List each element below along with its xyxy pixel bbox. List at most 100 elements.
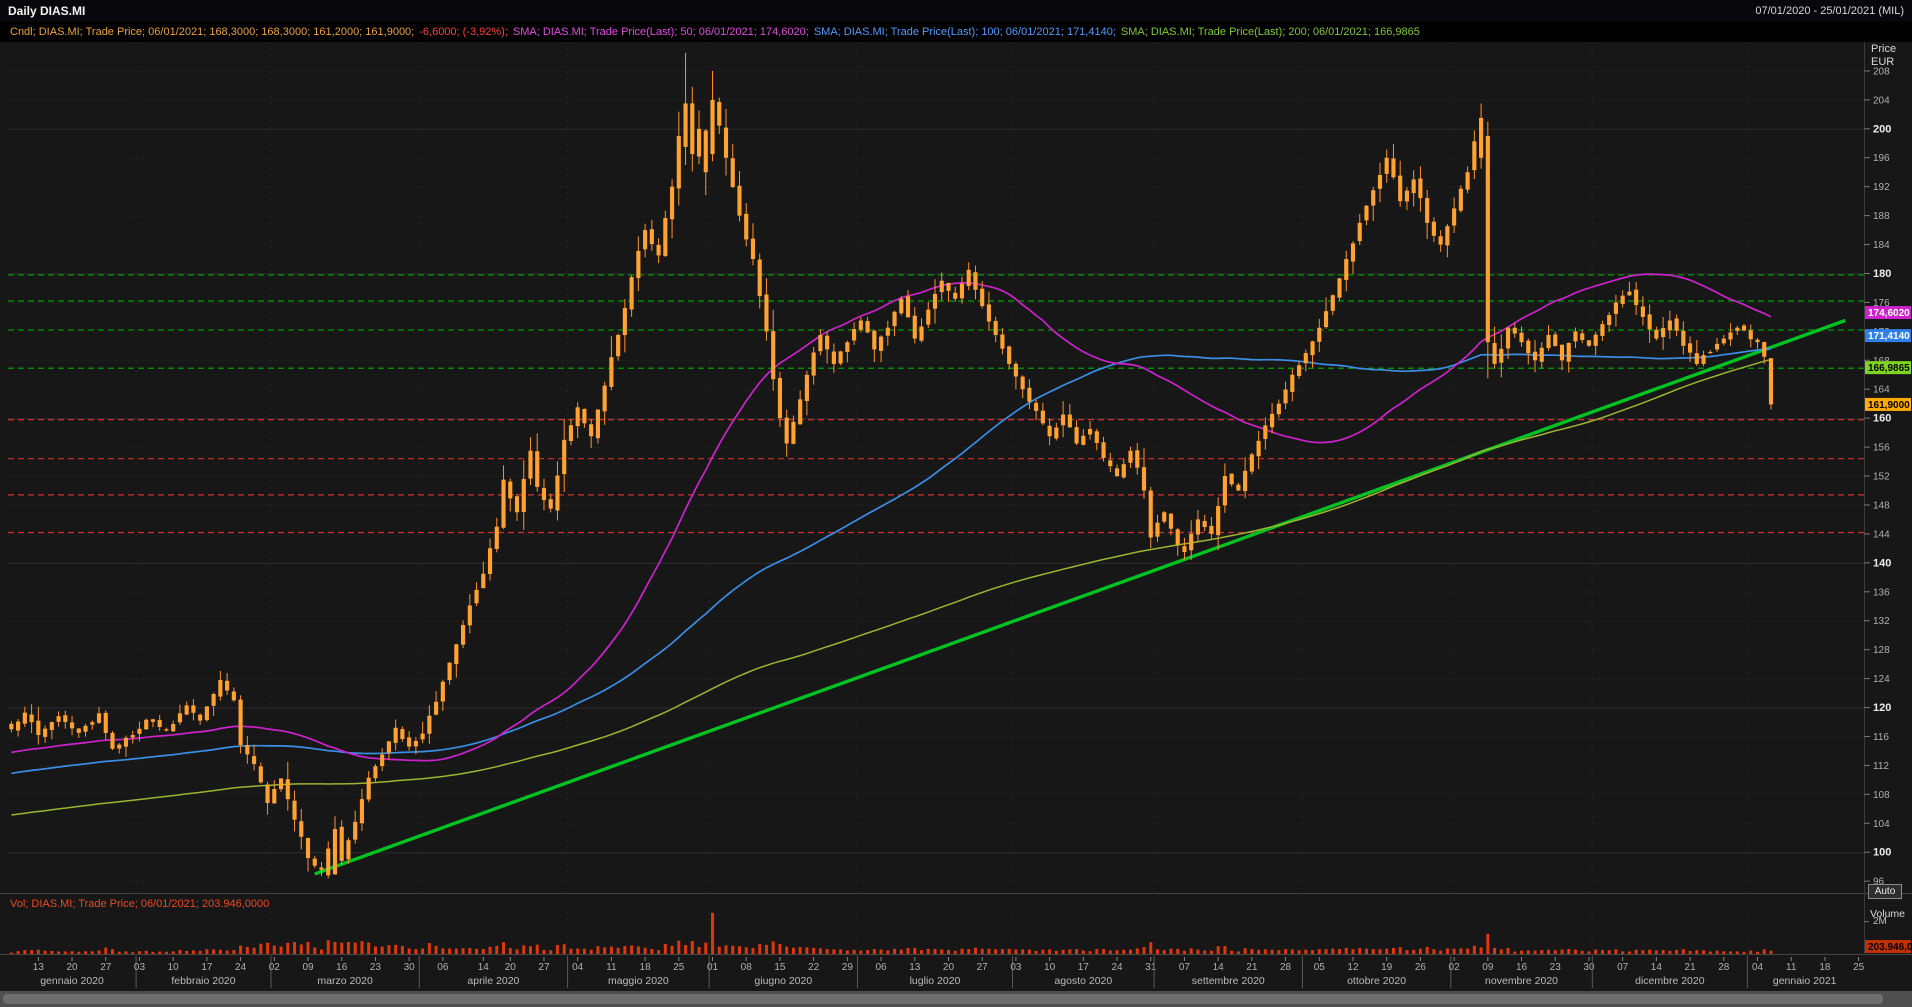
price-tick-label: 132 [1873,616,1890,627]
x-axis-day-label: 23 [370,962,382,973]
price-tick-label: 188 [1873,211,1890,222]
trendline[interactable] [314,318,1846,876]
price-tick-label: 100 [1873,847,1891,859]
grid [8,42,1864,954]
price-tick-label: 204 [1873,95,1890,106]
x-axis-day-label: 13 [33,962,45,973]
price-levels [8,274,1864,534]
x-axis-day-label: 28 [1718,962,1730,973]
x-axis-day-label: 27 [977,962,989,973]
x-axis-month-label: aprile 2020 [467,975,519,987]
x-axis-day-label: 17 [1078,962,1090,973]
legend-segment-change[interactable]: -6,6000; (-3,92%); [419,26,508,38]
x-axis-day-label: 02 [269,962,281,973]
x-axis-month-label: gennaio 2021 [1773,975,1837,987]
price-tick-label: 164 [1873,385,1890,396]
x-axis-day-label: 21 [1685,962,1697,973]
sma-50-line [11,273,1772,762]
x-axis-day-label: 24 [235,962,247,973]
x-axis-day-label: 16 [336,962,348,973]
date-axis: gennaio 2020 13 20 27 febbraio 2020 03 10 17 24 m… [33,956,1865,988]
svg-text:171,4140: 171,4140 [1868,331,1910,342]
series-legend-bar: Cndl; DIAS.MI; Trade Price; 06/01/2021; … [0,22,1912,42]
horizontal-scrollbar[interactable] [0,991,1912,1007]
scrollbar-thumb[interactable] [3,994,1883,1004]
x-axis-day-label: 20 [66,962,78,973]
price-axis-title: Price EUR [1871,43,1896,69]
x-axis-day-label: 24 [1111,962,1123,973]
price-tick-label: 200 [1873,123,1891,135]
x-axis-month-label: maggio 2020 [608,975,669,987]
price-tick-label: 180 [1873,268,1891,280]
price-tick-label: 160 [1873,413,1891,425]
x-axis-month-label: dicembre 2020 [1635,975,1705,987]
x-axis-day-label: 21 [1246,962,1258,973]
price-tick-label: 176 [1873,298,1890,309]
price-tick-label: 184 [1873,240,1890,251]
x-axis-day-label: 25 [1853,962,1865,973]
x-axis-day-label: 31 [1145,962,1157,973]
volume-legend[interactable]: Vol; DIAS.MI; Trade Price; 06/01/2021; 2… [10,898,270,910]
sma-200-line [11,358,1772,816]
x-axis-day-label: 08 [741,962,753,973]
price-tick-label: 192 [1873,182,1890,193]
x-axis-day-label: 23 [1550,962,1562,973]
chart-plot-area[interactable]: gennaio 2020 13 20 27 febbraio 2020 03 10 17 24 m… [0,42,1912,991]
x-axis-day-label: 20 [943,962,955,973]
legend-segment-sma50[interactable]: SMA; DIAS.MI; Trade Price(Last); 50; 06/… [512,26,809,38]
price-tick-label: 124 [1873,674,1890,685]
x-axis-month-label: agosto 2020 [1054,975,1112,987]
svg-text:203.946,0: 203.946,0 [1868,942,1912,953]
x-axis-day-label: 28 [1280,962,1292,973]
svg-text:174,6020: 174,6020 [1868,308,1910,319]
x-axis-day-label: 04 [572,962,584,973]
price-tick-label: 152 [1873,472,1890,483]
x-axis-day-label: 27 [100,962,112,973]
x-axis-day-label: 03 [1010,962,1022,973]
x-axis-day-label: 15 [774,962,786,973]
sma-100-line [11,348,1772,775]
x-axis-month-label: giugno 2020 [754,975,812,987]
price-tick-label: 116 [1873,732,1889,743]
volume-bars [9,912,1773,954]
x-axis-day-label: 07 [1179,962,1191,973]
price-axis: 96 100 104 108 112 116 120 124 128 132 136 140 144 14… [1864,66,1891,888]
x-axis-day-label: 25 [673,962,685,973]
x-axis-day-label: 09 [302,962,314,973]
x-axis-day-label: 09 [1482,962,1494,973]
price-tick-label: 128 [1873,645,1890,656]
x-axis-day-label: 05 [1314,962,1326,973]
x-axis-day-label: 29 [842,962,854,973]
x-axis-day-label: 30 [1583,962,1595,973]
x-axis-month-label: ottobre 2020 [1347,975,1406,987]
x-axis-day-label: 22 [808,962,820,973]
auto-scale-button[interactable]: Auto [1868,884,1902,899]
legend-segment-sma200[interactable]: SMA; DIAS.MI; Trade Price(Last); 200; 06… [1120,26,1420,38]
x-axis-day-label: 30 [404,962,416,973]
price-tick-label: 136 [1873,587,1890,598]
x-axis-month-label: luglio 2020 [910,975,961,987]
svg-text:161,9000: 161,9000 [1868,400,1910,411]
sma50-tag: 174,6020 [1865,306,1911,320]
legend-segment-candle[interactable]: Cndl; DIAS.MI; Trade Price; 06/01/2021; … [10,26,415,38]
sma100-tag: 171,4140 [1865,329,1911,343]
x-axis-day-label: 16 [1516,962,1528,973]
x-axis-day-label: 14 [478,962,490,973]
x-axis-day-label: 13 [909,962,921,973]
price-tick-label: 148 [1873,500,1890,511]
legend-segment-sma100[interactable]: SMA; DIAS.MI; Trade Price(Last); 100; 06… [813,26,1116,38]
x-axis-day-label: 02 [1449,962,1461,973]
x-axis-day-label: 03 [134,962,146,973]
x-axis-day-label: 26 [1415,962,1427,973]
price-tick-label: 112 [1873,761,1889,772]
x-axis-day-label: 11 [1786,962,1797,973]
x-axis-day-label: 10 [168,962,180,973]
x-axis-day-label: 18 [640,962,652,973]
x-axis-day-label: 12 [1347,962,1359,973]
x-axis-month-label: settembre 2020 [1192,975,1265,987]
x-axis-day-label: 01 [707,962,719,973]
price-tick-label: 144 [1873,529,1890,540]
date-range-label: 07/01/2020 - 25/01/2021 (MIL) [1755,5,1904,17]
x-axis-month-label: novembre 2020 [1485,975,1558,987]
